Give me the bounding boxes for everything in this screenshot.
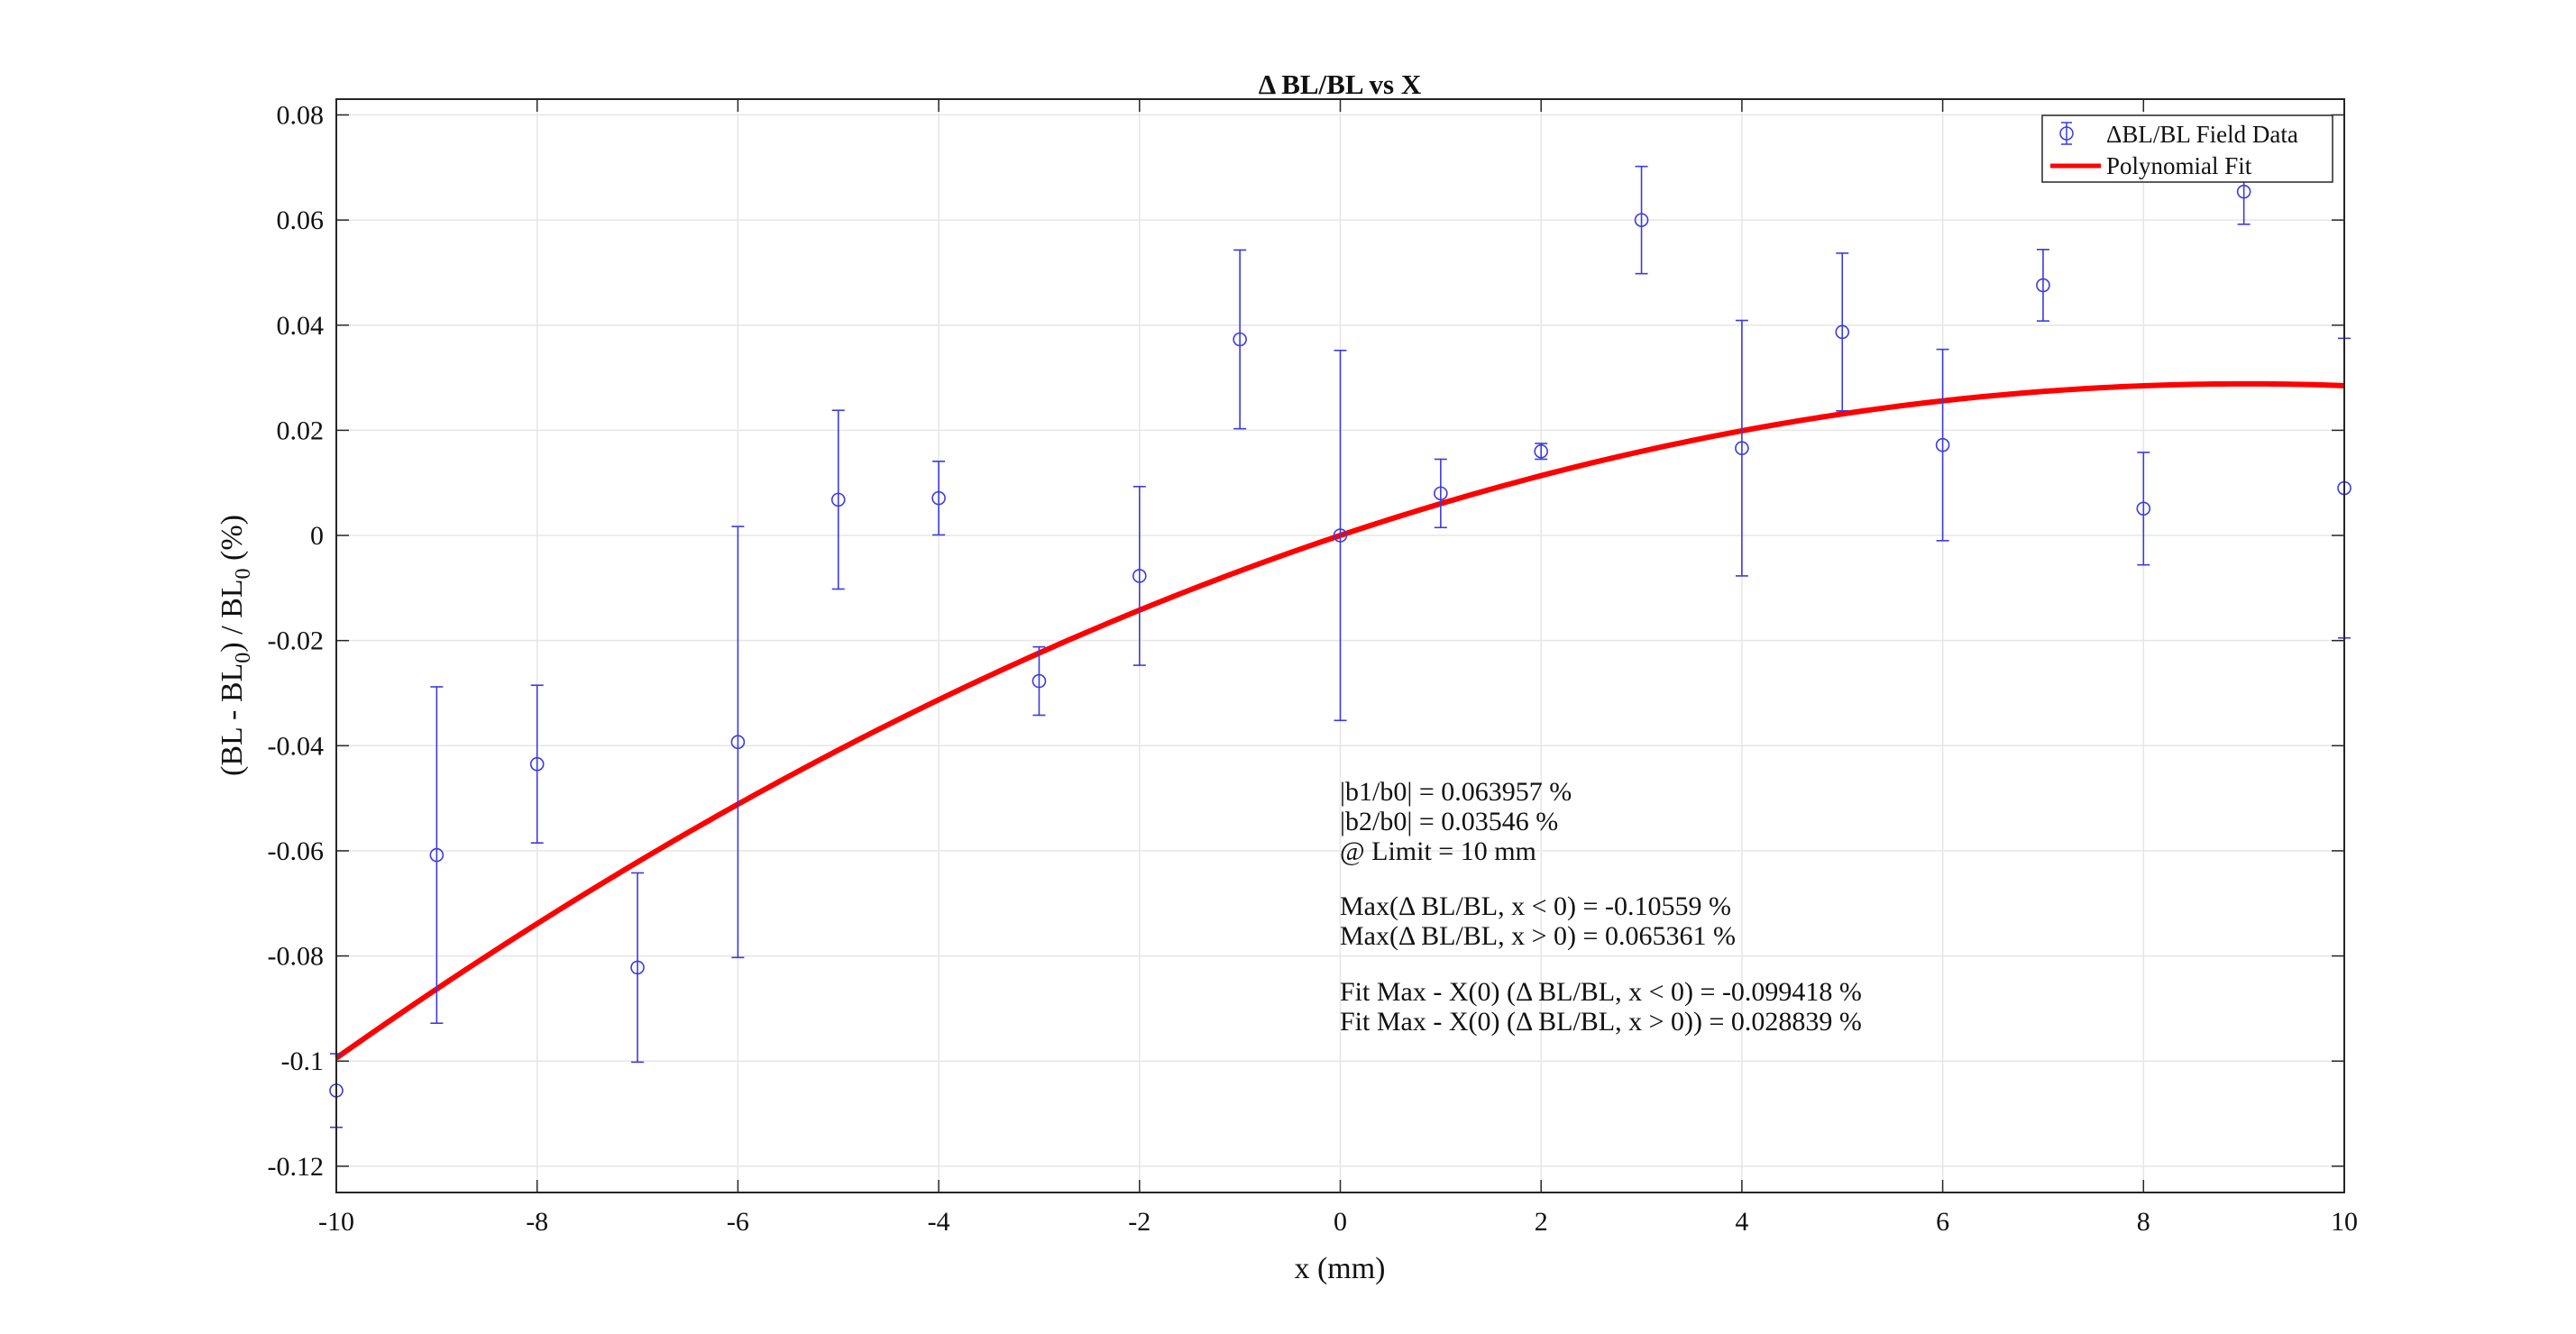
data-point (1031, 673, 1047, 689)
annotation-line: Fit Max - X(0) (Δ BL/BL, x > 0)) = 0.028… (1340, 1007, 1862, 1037)
x-tick-label: -10 (318, 1207, 354, 1237)
data-point (1634, 213, 1649, 227)
fit-annotation: |b1/b0| = 0.063957 % |b2/b0| = 0.03546 %… (1340, 777, 1862, 1037)
data-point (1434, 486, 1448, 501)
y-axis-label: (BL - BL0) / BL0 (%) (215, 515, 255, 776)
x-tick-label: 0 (1334, 1207, 1347, 1237)
y-axis-label-part: ) / BL (215, 579, 249, 652)
x-tick-label: -2 (1128, 1207, 1150, 1237)
annotation-line: Max(Δ BL/BL, x < 0) = -0.10559 % (1340, 891, 1731, 921)
annotation-line: |b1/b0| = 0.063957 % (1340, 777, 1572, 807)
x-axis-label: x (mm) (1294, 1252, 1385, 1285)
x-tick-label: -8 (526, 1207, 548, 1237)
data-point (429, 847, 445, 863)
annotation-line: @ Limit = 10 mm (1340, 836, 1536, 866)
x-tick-label: 6 (1936, 1207, 1949, 1237)
y-axis-label-subscript: 0 (232, 568, 255, 579)
y-tick-label: -0.12 (268, 1152, 325, 1182)
y-tick-label: -0.02 (268, 626, 325, 656)
y-tick-labels: -0.12 -0.1 -0.08 -0.06 -0.04 -0.02 0 0.02 0.04 0.… (268, 100, 325, 1181)
data-point (630, 960, 645, 975)
data-point (1534, 443, 1548, 459)
y-axis-label-part: (BL - BL (215, 663, 249, 776)
data-point (2036, 278, 2050, 293)
annotation-line: |b2/b0| = 0.03546 % (1340, 807, 1558, 836)
x-tick-label: -4 (928, 1207, 950, 1237)
legend: ΔBL/BL Field Data Polynomial Fit (2041, 114, 2333, 183)
legend-marker (2059, 126, 2074, 141)
data-point (1935, 437, 1950, 452)
x-tick-labels: -10 -8 -6 -4 -2 0 2 4 6 8 10 (318, 1207, 2358, 1237)
chart-title: Δ BL/BL vs X (1259, 69, 1422, 100)
data-point (1735, 441, 1749, 456)
legend-label-polynomial-fit: Polynomial Fit (2106, 152, 2252, 179)
y-tick-label: -0.1 (281, 1046, 325, 1076)
annotation-line: Max(Δ BL/BL, x > 0) = 0.065361 % (1340, 921, 1736, 951)
y-tick-label: 0.06 (277, 206, 325, 235)
y-tick-label: 0.02 (277, 416, 325, 445)
data-point (830, 492, 846, 507)
data-point (1233, 332, 1247, 347)
annotation-line: Fit Max - X(0) (Δ BL/BL, x < 0) = -0.099… (1340, 977, 1862, 1007)
x-tick-label: 4 (1735, 1207, 1748, 1237)
data-point (1132, 569, 1147, 583)
legend-box (2041, 114, 2333, 183)
data-point (1835, 324, 1850, 340)
data-point (931, 490, 946, 506)
y-axis-label-subscript: 0 (232, 653, 255, 663)
ticks (335, 99, 2345, 1192)
legend-label-field-data: ΔBL/BL Field Data (2106, 121, 2298, 148)
y-axis-label-part: (%) (215, 515, 249, 568)
data-point (529, 756, 545, 772)
data-point (2236, 184, 2251, 199)
data-point (730, 735, 746, 750)
x-tick-label: 8 (2137, 1207, 2150, 1237)
y-tick-label: 0.04 (277, 311, 325, 341)
data-point (1333, 528, 1348, 543)
y-tick-label: -0.06 (268, 836, 325, 866)
y-tick-label: -0.08 (268, 942, 325, 972)
x-tick-label: 2 (1535, 1207, 1548, 1237)
y-tick-label: 0 (310, 521, 324, 551)
x-tick-label: 10 (2331, 1207, 2358, 1237)
y-tick-label: -0.04 (268, 731, 325, 761)
data-point (2136, 501, 2151, 516)
y-tick-label: 0.08 (277, 100, 325, 130)
x-tick-label: -6 (727, 1207, 749, 1237)
